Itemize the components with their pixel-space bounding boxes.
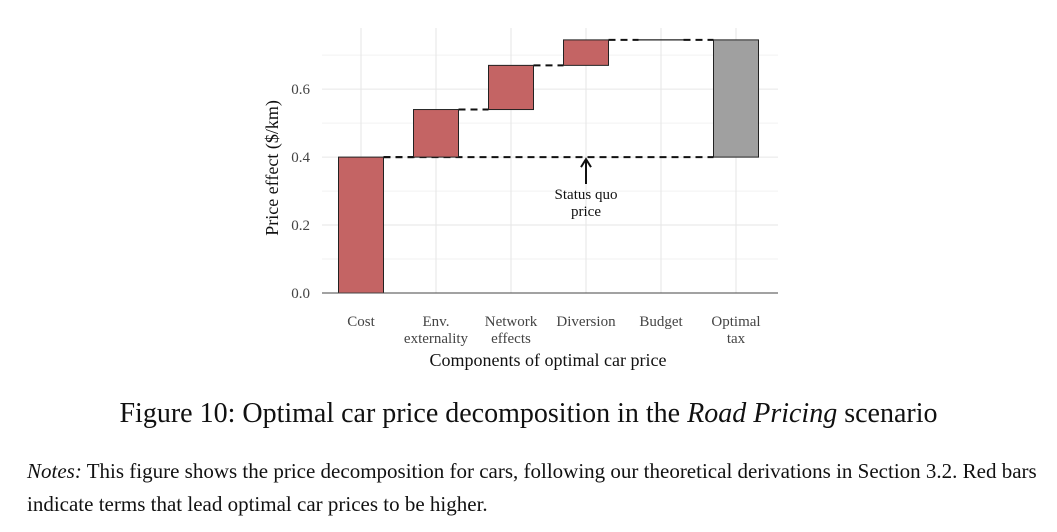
figure-caption: Figure 10: Optimal car price decompositi…: [0, 398, 1057, 430]
notes-label: Notes:: [27, 459, 82, 483]
x-tick-label: Network: [485, 314, 538, 330]
figure-notes: Notes: This figure shows the price decom…: [27, 455, 1037, 521]
bar-3: [563, 39, 609, 66]
bar-5: [713, 39, 759, 158]
y-tick-label: 0.2: [291, 218, 310, 234]
bar-0: [338, 156, 384, 294]
y-tick-label: 0.0: [291, 286, 310, 302]
x-tick-label: effects: [491, 331, 531, 347]
x-tick-label: Diversion: [556, 314, 616, 330]
x-tick-label: Cost: [347, 314, 375, 330]
waterfall-chart: 0.0 0.2 0.4 0.6 Cost Env.externality Networkef…: [262, 28, 778, 370]
y-tick-label: 0.6: [291, 82, 310, 98]
caption-prefix: Figure 10: Optimal car price decompositi…: [119, 398, 688, 429]
axes: 0.0 0.2 0.4 0.6 Cost Env.externality Networkef…: [291, 82, 778, 347]
x-tick-label: Env.: [423, 314, 450, 330]
bar-1: [413, 109, 459, 158]
annotation-text: Status quo: [555, 187, 618, 203]
caption-italic: Road Pricing: [687, 398, 838, 429]
bars: [338, 39, 759, 294]
notes-text: This figure shows the price decompositio…: [27, 459, 1037, 516]
x-axis-title: Components of optimal car price: [430, 350, 667, 370]
caption-suffix: scenario: [837, 398, 938, 429]
y-tick-label: 0.4: [291, 150, 310, 166]
x-tick-label: tax: [727, 331, 746, 347]
x-tick-label: externality: [404, 331, 469, 347]
y-axis-title: Price effect ($/km): [262, 100, 283, 236]
bar-2: [488, 64, 534, 111]
x-tick-label: Optimal: [711, 314, 760, 330]
gridlines: [322, 28, 778, 294]
annotation-arrow-head: [580, 157, 592, 168]
annotation-text: price: [571, 204, 601, 220]
x-tick-label: Budget: [639, 314, 683, 330]
